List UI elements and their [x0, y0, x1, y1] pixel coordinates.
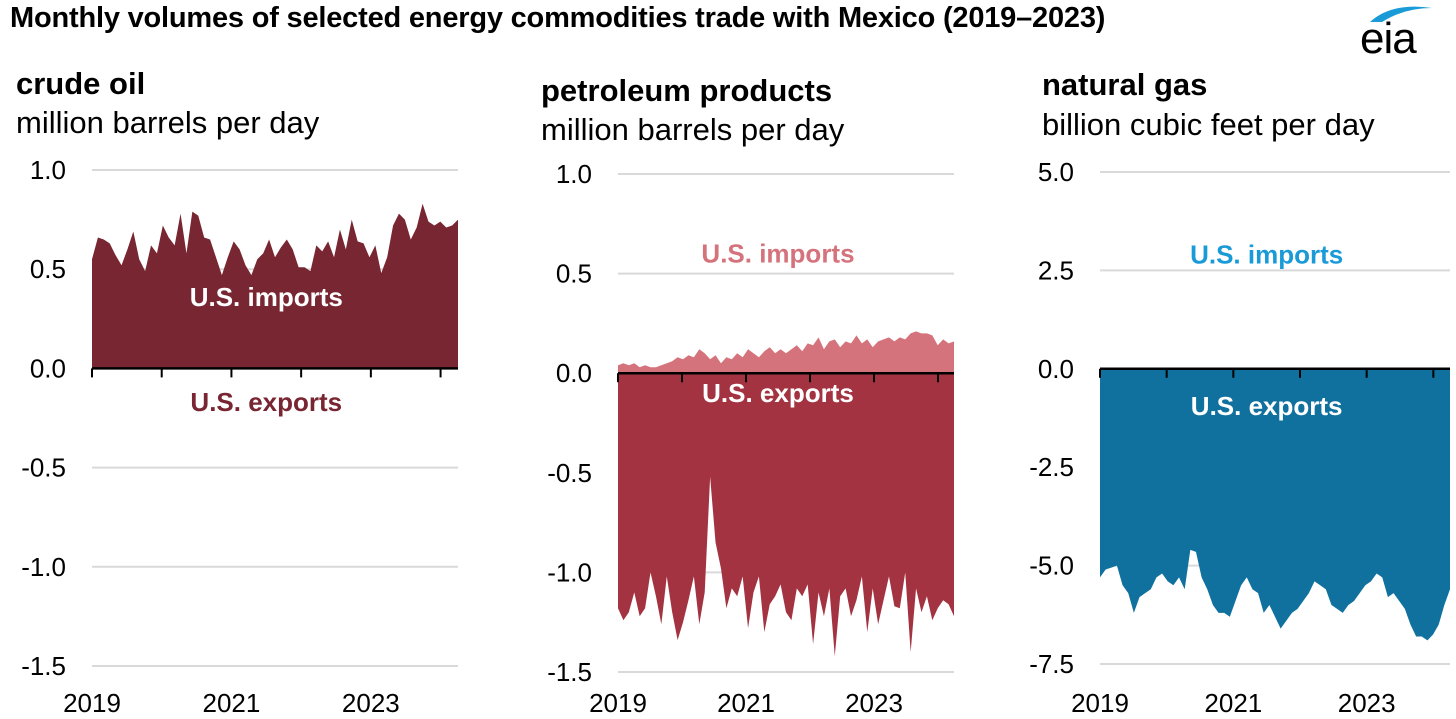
x-tick-label-2021: 2021 — [203, 688, 261, 718]
y-tick-label-0.0: 0.0 — [1038, 354, 1074, 384]
y-tick-label-0.5: 0.5 — [30, 254, 66, 284]
area-u-s-imports — [92, 203, 458, 369]
y-tick-label-0.0: 0.0 — [30, 353, 66, 383]
x-tick-label-2019: 2019 — [589, 688, 647, 718]
crude-oil-unit: million barrels per day — [16, 105, 320, 140]
crude-oil-title: crude oil — [16, 66, 146, 101]
eia-logo: eia — [1352, 0, 1444, 64]
natural-gas-unit: billion cubic feet per day — [1042, 107, 1375, 142]
area-u-s-exports — [1100, 368, 1450, 641]
petroleum-products-unit: million barrels per day — [541, 112, 845, 147]
annotation-u-s-imports: U.S. imports — [701, 239, 854, 269]
eia-logo-text: eia — [1360, 14, 1417, 63]
area-u-s-imports — [618, 331, 954, 374]
y-tick-label--2.5: -2.5 — [1029, 452, 1074, 482]
y-tick-label-0.5: 0.5 — [556, 259, 592, 289]
annotation-u-s-imports: U.S. imports — [1190, 240, 1343, 270]
y-tick-label-2.5: 2.5 — [1038, 255, 1074, 285]
x-tick-label-2019: 2019 — [63, 688, 121, 718]
x-tick-label-2021: 2021 — [1204, 688, 1262, 718]
x-tick-label-2023: 2023 — [342, 688, 400, 718]
y-tick-label--1.0: -1.0 — [547, 557, 592, 587]
x-tick-label-2023: 2023 — [845, 688, 903, 718]
x-tick-label-2021: 2021 — [717, 688, 775, 718]
area-u-s-exports — [618, 373, 954, 657]
annotation-u-s-exports: U.S. exports — [1191, 391, 1343, 421]
y-tick-label--1.5: -1.5 — [21, 651, 66, 681]
y-tick-label--7.5: -7.5 — [1029, 649, 1074, 679]
eia-logo-swoosh-icon — [1370, 6, 1432, 22]
annotation-u-s-exports: U.S. exports — [702, 378, 854, 408]
y-tick-label--1.0: -1.0 — [21, 552, 66, 582]
y-tick-label-1.0: 1.0 — [30, 155, 66, 185]
natural-gas-title: natural gas — [1042, 67, 1208, 102]
annotation-u-s-imports: U.S. imports — [190, 282, 343, 312]
annotation-u-s-exports: U.S. exports — [190, 387, 342, 417]
chart-title: Monthly volumes of selected energy commo… — [10, 2, 1106, 34]
y-tick-label-1.0: 1.0 — [556, 159, 592, 189]
y-tick-label--0.5: -0.5 — [547, 458, 592, 488]
x-tick-label-2023: 2023 — [1338, 688, 1396, 718]
y-tick-label-5.0: 5.0 — [1038, 157, 1074, 187]
y-tick-label-0.0: 0.0 — [556, 358, 592, 388]
x-tick-label-2019: 2019 — [1071, 688, 1129, 718]
y-tick-label--1.5: -1.5 — [547, 657, 592, 687]
y-tick-label--5.0: -5.0 — [1029, 551, 1074, 581]
y-tick-label--0.5: -0.5 — [21, 453, 66, 483]
petroleum-products-title: petroleum products — [541, 73, 833, 108]
